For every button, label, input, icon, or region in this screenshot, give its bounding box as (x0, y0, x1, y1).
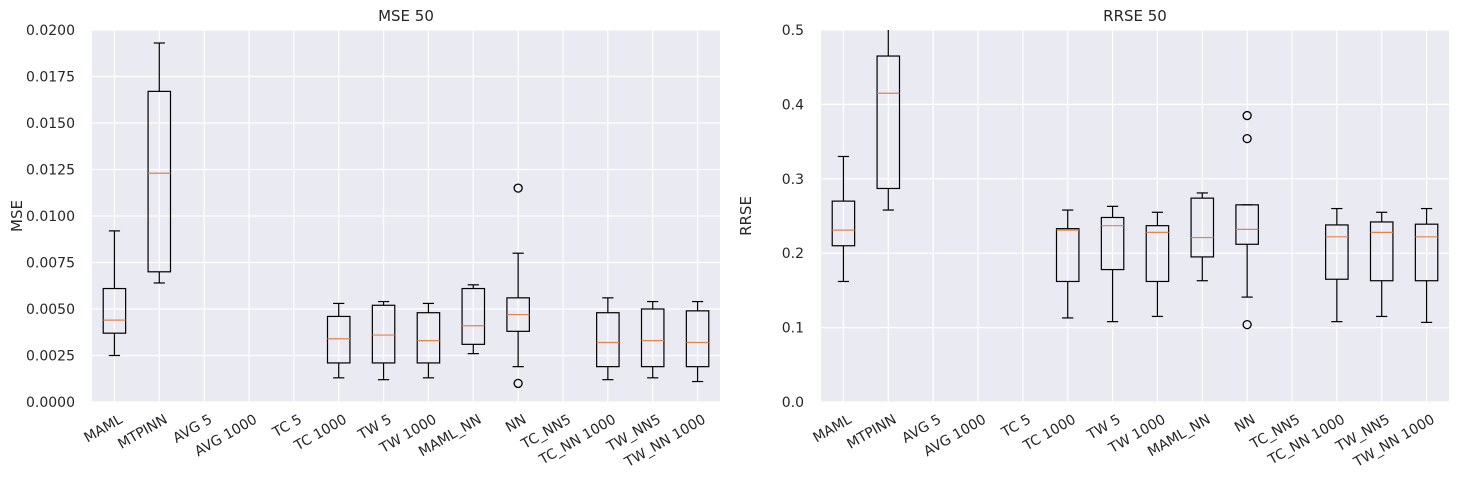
box-body (416, 312, 441, 364)
box-NN (1235, 110, 1259, 330)
outlier-point (513, 183, 523, 193)
y-tick-label: 0.0050 (26, 302, 75, 318)
y-tick-label: 0.1 (782, 321, 804, 337)
box-TW 5 (1100, 205, 1125, 323)
y-tick-label: 0.3 (782, 172, 804, 188)
box-body (1190, 197, 1215, 258)
box-body (1055, 228, 1080, 283)
y-tick-label: 0.0175 (26, 70, 75, 86)
box-body (640, 308, 665, 368)
box-TW 1000 (416, 302, 441, 379)
box-body (1100, 216, 1125, 271)
y-tick-label: 0.2 (782, 246, 804, 262)
y-tick-label: 0.0000 (26, 395, 75, 411)
box-TC 1000 (1055, 209, 1080, 319)
box-MTPINN (147, 42, 172, 284)
box-body (596, 312, 620, 368)
box-body (685, 310, 710, 368)
x-tick-label: NN (1232, 412, 1258, 436)
x-tick-label: MTPINN (844, 412, 899, 453)
box-body (831, 200, 856, 247)
chart-1: 0.0000 0.0025 0.0050 0.0075 0.0100 0.0125 0.01… (8, 7, 720, 471)
box-TW_NN 1000 (685, 300, 710, 383)
box-body (1325, 224, 1349, 280)
box-body (461, 287, 486, 345)
box-body (1369, 221, 1394, 282)
y-tick-label: 0.4 (782, 97, 804, 113)
outlier-point (1242, 110, 1252, 121)
y-tick-label: 0.0075 (26, 256, 75, 272)
box-MAML (102, 230, 127, 357)
x-tick-label: MTPINN (115, 412, 170, 453)
box-body (102, 287, 127, 334)
box-body (326, 315, 351, 364)
box-body (371, 304, 396, 364)
box-MTPINN (876, 30, 901, 211)
box-series (102, 42, 710, 389)
y-tick-label: 0.5 (782, 23, 804, 39)
box-body (1145, 225, 1170, 283)
chart-title: RRSE 50 (1103, 7, 1167, 25)
outlier-point (513, 378, 523, 389)
box-series (831, 30, 1439, 330)
box-body (876, 55, 901, 190)
y-tick-label: 0.0125 (26, 163, 75, 179)
y-tick-label: 0.0 (782, 395, 804, 411)
box-body (1235, 204, 1259, 245)
outlier-point (1242, 319, 1252, 330)
y-axis-label: RRSE (737, 196, 755, 236)
box-TC_NN 1000 (1325, 207, 1349, 323)
box-TW 5 (371, 300, 396, 381)
box-NN (506, 183, 530, 389)
plot-area (821, 30, 1449, 402)
y-tick-label: 0.0200 (26, 23, 75, 39)
box-TW_NN5 (1369, 211, 1394, 318)
box-MAML (831, 155, 856, 283)
outlier-point (1242, 133, 1252, 144)
y-tick-label: 0.0025 (26, 349, 75, 365)
box-TW_NN 1000 (1414, 207, 1439, 323)
box-body (1414, 223, 1439, 282)
box-TC 1000 (326, 302, 351, 379)
box-MAML_NN (1190, 192, 1215, 282)
box-MAML_NN (461, 284, 486, 355)
y-tick-label: 0.0150 (26, 116, 75, 132)
y-axis-label: MSE (8, 200, 26, 232)
box-TC_NN 1000 (596, 297, 620, 381)
box-TW_NN5 (640, 300, 665, 379)
x-tick-label: NN (503, 412, 529, 436)
box-TW 1000 (1145, 211, 1170, 318)
box-body (147, 90, 172, 273)
y-tick-label: 0.0100 (26, 209, 75, 225)
chart-title: MSE 50 (378, 7, 434, 25)
